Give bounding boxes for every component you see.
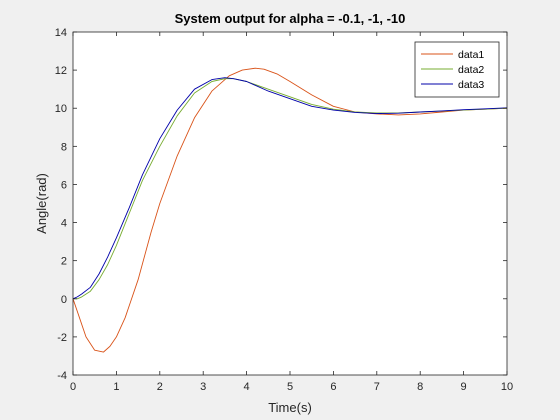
legend-label: data2 [458,64,484,76]
x-tick-label: 8 [417,381,423,393]
x-tick-label: 7 [374,381,380,393]
y-tick-label: 4 [61,218,67,230]
x-tick-label: 6 [330,381,336,393]
x-tick-label: 5 [287,381,293,393]
x-tick-label: 0 [70,381,76,393]
x-tick-label: 4 [244,381,250,393]
legend-label: data3 [458,79,484,91]
series-line-data3 [72,77,508,300]
x-tick-label: 2 [157,381,163,393]
x-tick-label: 1 [113,381,119,393]
legend-box [414,41,500,98]
legend: data1 data2 data3 [414,41,500,98]
y-tick-label: 0 [61,294,67,306]
y-tick-label: 12 [55,65,67,77]
y-tick-label: 2 [61,256,67,268]
series-line-data1 [72,67,508,353]
x-axis-label: Time(s) [268,400,312,415]
x-tick-label: 3 [200,381,206,393]
y-tick-label: 8 [61,141,67,153]
y-axis-label: Angle(rad) [34,173,49,234]
x-tick-label: 9 [461,381,467,393]
y-tick-label: -2 [57,332,67,344]
y-tick-label: -4 [57,370,67,382]
y-tick-label: 14 [55,27,67,39]
y-tick-label: 6 [61,179,67,191]
series-layer [72,67,508,353]
x-tick-label: 10 [501,381,513,393]
y-tick-label: 10 [55,103,67,115]
legend-label: data1 [458,49,484,61]
chart-title: System output for alpha = -0.1, -1, -10 [175,11,406,26]
